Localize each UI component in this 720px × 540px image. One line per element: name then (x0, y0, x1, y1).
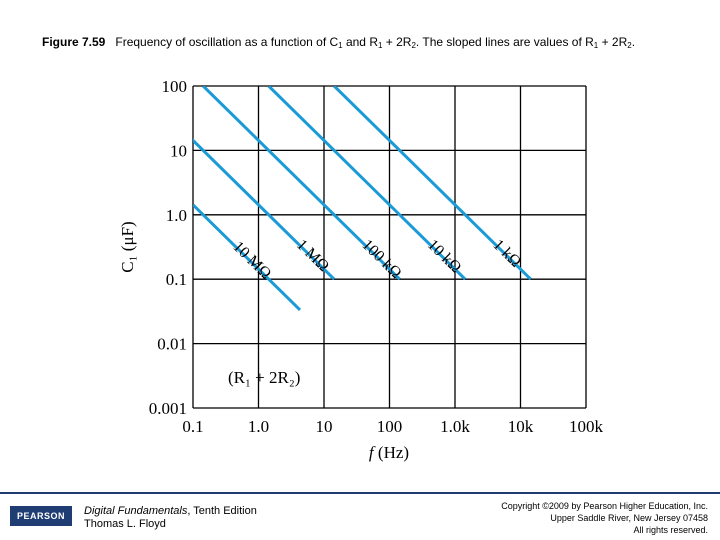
y-tick-label: 0.1 (166, 270, 187, 289)
frequency-chart: 0.1 1.0 10 100 1.0k 10k 100k 0.001 0.01 0.1 1.0 10 1… (118, 77, 604, 462)
book-title: Digital Fundamentals (84, 505, 188, 517)
caption-part: Frequency of oscillation as a function o… (115, 35, 339, 49)
x-tick-label: 1.0 (248, 417, 269, 436)
y-tick-label: 100 (162, 77, 188, 96)
figure-caption: Figure 7.59 Frequency of oscillation as … (42, 35, 635, 50)
publisher-logo: PEARSON (10, 506, 72, 526)
series-line (267, 86, 467, 281)
copyright-notice: Copyright ©2009 by Pearson Higher Educat… (501, 500, 708, 536)
caption-text: Frequency of oscillation as a function o… (115, 35, 636, 50)
resistance-annotation: (R₁ + 2R₂) (228, 368, 300, 387)
y-tick-label: 10 (170, 141, 187, 160)
x-tick-label: 1.0k (440, 417, 470, 436)
copyright-line: All rights reserved. (633, 525, 708, 535)
book-author: Thomas L. Floyd (84, 518, 166, 530)
caption-sub: 2 (411, 41, 416, 50)
x-axis-label: f (Hz) (369, 443, 409, 462)
series-line (193, 203, 302, 312)
caption-part: + 2R (382, 35, 412, 49)
caption-part: . (631, 35, 636, 49)
book-info: Digital Fundamentals, Tenth Edition Thom… (84, 505, 257, 531)
caption-part: and R (342, 35, 378, 49)
series-lines (193, 86, 532, 312)
caption-part: . The sloped lines are values of R (415, 35, 594, 49)
series-line (333, 86, 532, 281)
caption-sub: 2 (627, 41, 632, 50)
figure-number: Figure 7.59 (42, 35, 106, 49)
copyright-line: Copyright ©2009 by Pearson Higher Educat… (501, 501, 708, 511)
y-axis-label: C₁ (μF) (118, 221, 137, 272)
series-line (202, 86, 401, 281)
x-tick-label: 100k (569, 417, 604, 436)
y-tick-label: 0.01 (157, 335, 187, 354)
caption-sub: 1 (338, 41, 343, 50)
x-tick-label: 0.1 (182, 417, 203, 436)
y-tick-label: 0.001 (149, 399, 187, 418)
caption-sub: 1 (593, 41, 599, 50)
x-tick-label: 10k (508, 417, 534, 436)
caption-part: + 2R (598, 35, 628, 49)
x-tick-label: 100 (377, 417, 403, 436)
series-label: 100 kΩ (358, 236, 404, 282)
x-tick-label: 10 (316, 417, 333, 436)
copyright-line: Upper Saddle River, New Jersey 07458 (550, 513, 708, 523)
caption-sub: 1 (377, 41, 383, 50)
book-title-line: Digital Fundamentals, Tenth Edition (84, 505, 257, 518)
book-edition: , Tenth Edition (187, 505, 257, 517)
series-line (193, 138, 336, 281)
footer-divider (0, 492, 720, 494)
y-tick-label: 1.0 (166, 206, 187, 225)
series-label: 10 MΩ (229, 238, 274, 283)
